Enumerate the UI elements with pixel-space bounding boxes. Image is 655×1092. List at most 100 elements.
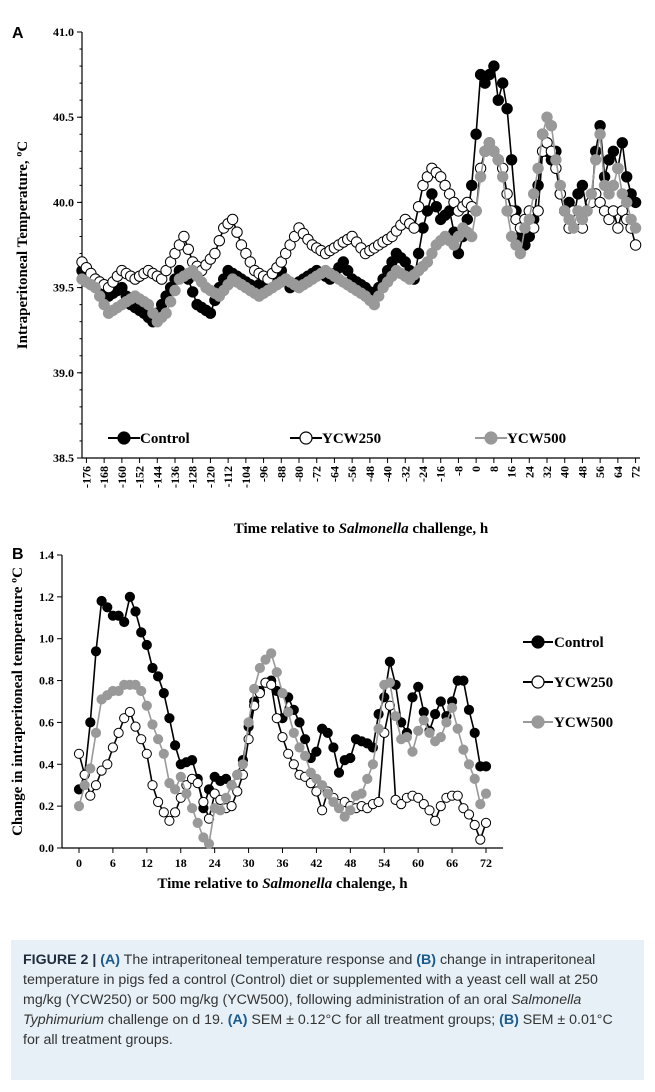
x-tick-label: -112 xyxy=(221,466,235,487)
data-point xyxy=(384,656,395,667)
data-point xyxy=(452,790,463,801)
data-point xyxy=(215,805,226,816)
data-point xyxy=(130,721,141,732)
data-point xyxy=(373,796,384,808)
data-point xyxy=(328,796,339,808)
data-point xyxy=(501,205,513,217)
x-tick-label: -136 xyxy=(168,466,182,488)
data-point xyxy=(243,717,254,728)
data-point xyxy=(124,591,135,603)
data-point xyxy=(407,746,418,757)
legend-marker xyxy=(299,431,313,445)
data-point xyxy=(178,230,190,243)
x-tick-label: 60 xyxy=(412,856,424,870)
data-point xyxy=(231,226,243,238)
legend-label: Control xyxy=(140,431,190,447)
x-tick-label: 48 xyxy=(344,856,356,870)
data-point xyxy=(181,788,192,799)
data-point xyxy=(532,205,544,217)
chart-b: B 0.0 0.2 0.4 0.6 0.8 1.0 1.2 1.4 0 6 12 18 24 30 36 42 4… xyxy=(10,546,613,892)
legend-label: YCW500 xyxy=(554,715,613,731)
data-point xyxy=(333,767,345,778)
data-point xyxy=(254,662,265,674)
caption-text-3: challenge on d 19. xyxy=(103,1012,228,1028)
data-point xyxy=(469,819,480,831)
data-point xyxy=(141,700,152,711)
data-point xyxy=(492,154,504,166)
x-tick-label: -120 xyxy=(203,466,217,488)
legend-label: Control xyxy=(554,635,604,651)
data-point xyxy=(192,817,203,828)
x-axis-title: Time relative to Salmonella challenge, h xyxy=(234,521,489,537)
data-point xyxy=(311,773,322,784)
x-tick-label: 64 xyxy=(611,466,625,478)
data-point xyxy=(300,750,311,761)
data-point xyxy=(209,788,220,799)
data-point xyxy=(85,790,96,801)
data-point xyxy=(288,727,299,738)
data-point xyxy=(147,662,158,674)
data-point xyxy=(119,713,130,724)
data-point xyxy=(345,805,356,816)
data-point xyxy=(412,247,425,260)
x-tick-label: 24 xyxy=(522,466,536,478)
data-point xyxy=(590,154,602,166)
data-point xyxy=(441,717,452,728)
data-point xyxy=(170,807,181,818)
data-point xyxy=(333,803,345,814)
data-point xyxy=(277,732,288,743)
x-tick-label: -152 xyxy=(133,466,147,488)
data-point xyxy=(426,188,438,200)
data-point xyxy=(501,103,513,115)
x-tick-label: 0 xyxy=(469,466,483,472)
data-point xyxy=(175,771,186,782)
data-point xyxy=(73,748,85,759)
caption-text-5: SEM ± 0.01°C for all treatment groups. xyxy=(23,1012,613,1048)
data-point xyxy=(629,239,642,251)
x-tick-label: 42 xyxy=(310,856,322,870)
data-point xyxy=(170,740,181,751)
x-tick-label: 24 xyxy=(209,856,221,870)
caption-text-2: change in intraperitoneal temperature in… xyxy=(23,952,598,1008)
legend-item-ycw500: YCW500 xyxy=(475,431,566,447)
x-tick-label: 12 xyxy=(141,856,153,870)
data-point xyxy=(322,788,333,799)
data-point xyxy=(413,681,424,692)
y-tick-label: 1.2 xyxy=(39,590,54,604)
y-tick-label: 40.5 xyxy=(53,110,74,124)
data-point xyxy=(141,639,152,651)
data-point xyxy=(430,815,441,826)
data-point xyxy=(277,688,288,699)
data-point xyxy=(505,154,518,166)
data-point xyxy=(226,801,237,812)
y-tick-label: 1.4 xyxy=(39,548,54,562)
data-point xyxy=(463,809,475,820)
x-axis-title: Time relative to Salmonella chalenge, h xyxy=(157,876,408,892)
data-point xyxy=(130,606,141,617)
data-point xyxy=(136,734,147,745)
legend-item-control: Control xyxy=(523,635,604,651)
x-tick-label: 8 xyxy=(487,466,501,472)
data-point xyxy=(198,832,209,843)
data-point xyxy=(430,709,441,720)
x-tick-label: -8 xyxy=(451,466,465,476)
data-point xyxy=(158,748,169,759)
data-point xyxy=(124,706,135,718)
data-point xyxy=(523,213,535,226)
data-point xyxy=(488,60,500,72)
data-point xyxy=(213,235,226,247)
data-point xyxy=(187,803,198,814)
y-tick-label: 40.0 xyxy=(53,195,74,209)
chart-a: A38.539.039.540.040.541.0-176 -168 -160 -15… xyxy=(12,25,643,537)
x-tick-label: -32 xyxy=(398,466,412,482)
data-point xyxy=(317,780,328,791)
data-point xyxy=(226,213,239,226)
data-point xyxy=(164,778,175,789)
data-point xyxy=(458,675,469,686)
y-axis-title: Intraperitoneal Temperature, ºC xyxy=(15,141,31,349)
data-point xyxy=(107,742,119,753)
data-point xyxy=(328,742,339,753)
caption-text-1: The intraperitoneal temperature response… xyxy=(120,952,417,968)
data-point xyxy=(545,120,558,132)
y-tick-label: 0.4 xyxy=(39,757,54,771)
